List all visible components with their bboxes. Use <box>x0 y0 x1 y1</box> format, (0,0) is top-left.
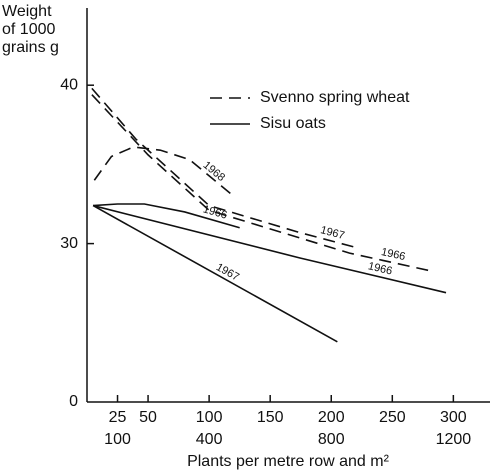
x-tick-label: 250 <box>379 409 406 426</box>
x2-tick-label: 400 <box>196 431 223 448</box>
x-tick-label: 200 <box>318 409 345 426</box>
legend-label: Svenno spring wheat <box>260 89 410 106</box>
x-tick-label: 50 <box>139 409 157 426</box>
line-label: 1966 <box>367 260 394 277</box>
y-title: grains g <box>2 39 59 56</box>
line-label: 1966 <box>380 246 406 263</box>
x2-tick-label: 100 <box>104 431 131 448</box>
y-tick-label: 40 <box>60 76 78 93</box>
origin-label: 0 <box>69 393 78 410</box>
y-tick-label: 30 <box>60 235 78 252</box>
series-line <box>93 203 240 229</box>
line-label: 1966 <box>202 203 229 221</box>
y-title: of 1000 <box>2 21 55 38</box>
series-line <box>92 204 338 343</box>
line-label: 1967 <box>319 224 346 242</box>
series-line <box>91 87 360 250</box>
series-line <box>92 204 447 294</box>
x-tick-label: 150 <box>257 409 284 426</box>
x-tick-label: 300 <box>440 409 467 426</box>
x-title: Plants per metre row and m² <box>187 453 390 470</box>
x2-tick-label: 1200 <box>436 431 472 448</box>
x-tick-label: 25 <box>109 409 127 426</box>
x2-tick-label: 800 <box>318 431 345 448</box>
x-tick-label: 100 <box>196 409 223 426</box>
y-title: Weight <box>2 3 52 20</box>
legend-label: Sisu oats <box>260 115 326 132</box>
